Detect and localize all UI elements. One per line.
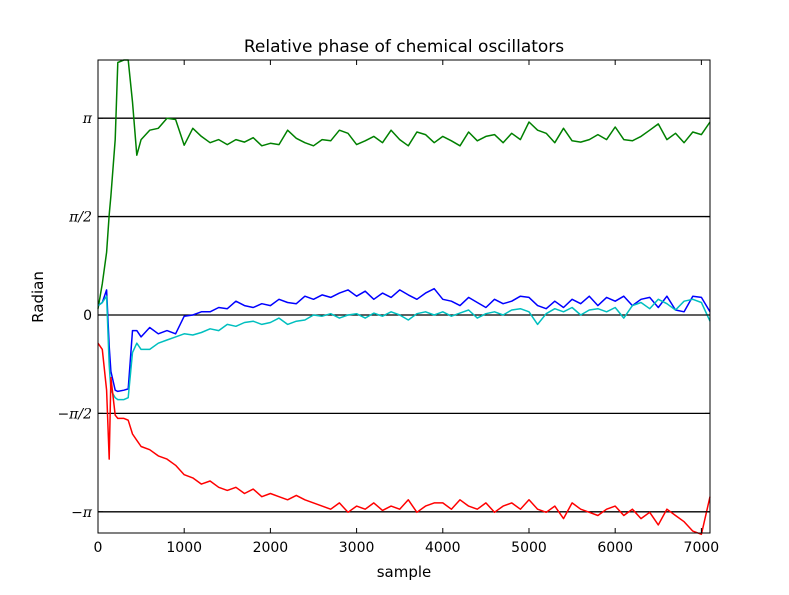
x-tick-label: 6000: [597, 540, 633, 556]
y-axis-label: Radian: [29, 271, 47, 323]
chart-title: Relative phase of chemical oscillators: [244, 37, 564, 57]
series-line-cyan: [97, 295, 711, 401]
x-axis-label: sample: [377, 563, 432, 581]
series-line-blue: [97, 287, 711, 393]
x-tick-label: 2000: [253, 540, 289, 556]
x-tick-label: 0: [94, 540, 103, 556]
x-tick-label: 4000: [425, 540, 461, 556]
x-tick-label: 3000: [339, 540, 375, 556]
y-tick-label: π/2: [68, 210, 92, 226]
series-line-green: [97, 59, 711, 309]
x-tick-label: 5000: [511, 540, 547, 556]
plot-frame: [97, 59, 711, 534]
y-tick-label: 0: [83, 308, 92, 324]
x-tick-label: 1000: [166, 540, 202, 556]
y-tick-label: −π: [71, 505, 93, 521]
x-tick-label: 7000: [684, 540, 720, 556]
series-line-red: [97, 342, 711, 536]
y-tick-label: π: [82, 111, 93, 127]
y-tick-label: −π/2: [57, 406, 92, 422]
